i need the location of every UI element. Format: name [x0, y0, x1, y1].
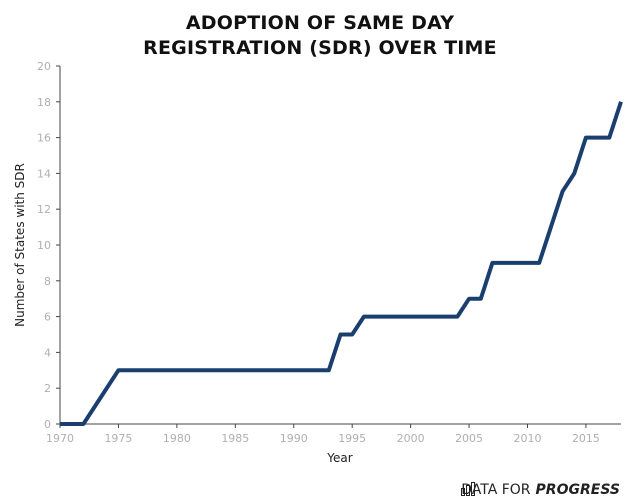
- x-tick-label: 1995: [338, 432, 366, 445]
- x-ticks: 1970 1975 1980 1985 1990 1995 2000 2005 2010 2015: [46, 424, 600, 445]
- y-tick-label: 16: [37, 132, 51, 145]
- y-tick-label: 6: [44, 311, 51, 324]
- brand-logo: DATA FOR PROGRESS: [461, 482, 620, 498]
- x-tick-label: 1980: [163, 432, 191, 445]
- series-group: [60, 101, 623, 426]
- y-tick-label: 8: [44, 275, 51, 288]
- x-tick-label: 2000: [397, 432, 425, 445]
- y-tick-label: 2: [44, 382, 51, 395]
- x-tick-label: 1975: [104, 432, 132, 445]
- brand-text-plain: DATA FOR: [461, 482, 531, 498]
- series-line-0: [60, 101, 623, 426]
- bar-chart-icon: [461, 482, 476, 496]
- x-tick-label: 1985: [221, 432, 249, 445]
- chart-title: ADOPTION OF SAME DAY: [185, 12, 455, 34]
- y-tick-label: 10: [37, 239, 51, 252]
- y-tick-label: 20: [37, 60, 51, 73]
- brand-text-bold: PROGRESS: [535, 482, 620, 498]
- chart-title-line2: REGISTRATION (SDR) OVER TIME: [143, 37, 497, 59]
- x-tick-label: 2015: [572, 432, 600, 445]
- x-tick-label: 1990: [280, 432, 308, 445]
- y-tick-label: 12: [37, 203, 51, 216]
- y-ticks: 0 2 4 6 8 10 12 14 16 18 20: [37, 60, 60, 431]
- y-tick-label: 18: [37, 96, 51, 109]
- x-axis-label: Year: [326, 451, 352, 465]
- y-tick-label: 14: [37, 167, 51, 180]
- x-tick-label: 2010: [514, 432, 542, 445]
- y-axis-label: Number of States with SDR: [13, 163, 27, 327]
- x-tick-label: 1970: [46, 432, 74, 445]
- y-tick-label: 0: [44, 418, 51, 431]
- y-tick-label: 4: [44, 346, 51, 359]
- x-tick-label: 2005: [455, 432, 483, 445]
